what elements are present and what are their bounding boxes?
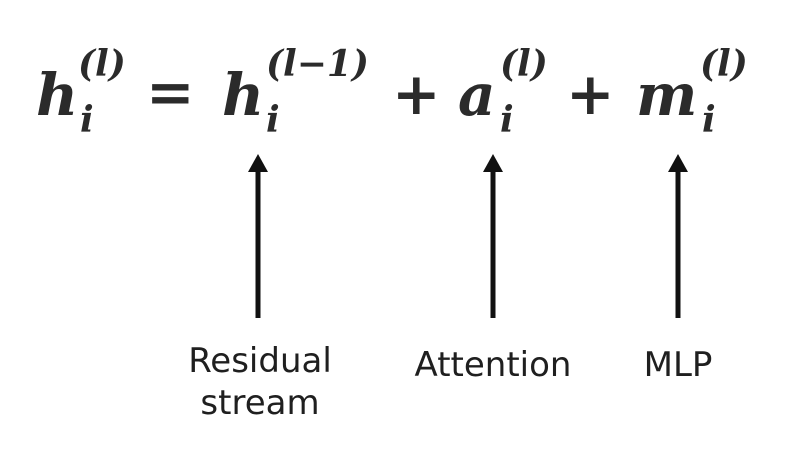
residual-stream-label: Residual stream bbox=[170, 340, 350, 424]
lhs-base: h bbox=[36, 61, 78, 129]
term3-base: m bbox=[636, 61, 697, 129]
equals-sign: = bbox=[146, 58, 195, 126]
residual-label-line2: stream bbox=[200, 383, 320, 423]
plus-sign-2: + bbox=[566, 60, 615, 128]
plus-sign-1: + bbox=[392, 60, 441, 128]
term2-superscript: (l) bbox=[500, 43, 548, 85]
term2-subscript: i bbox=[500, 99, 514, 141]
lhs-superscript: (l) bbox=[78, 43, 126, 85]
arrow-attention bbox=[483, 154, 503, 318]
term3-superscript: (l) bbox=[700, 43, 748, 85]
equation: h (l) i = h (l−1) i + a (l) i + m (l) i bbox=[36, 43, 748, 141]
term3-subscript: i bbox=[702, 99, 716, 141]
residual-label-line1: Residual bbox=[188, 341, 332, 381]
term1-superscript: (l−1) bbox=[266, 43, 369, 85]
arrow-mlp bbox=[668, 154, 688, 318]
arrow-residual bbox=[248, 154, 268, 318]
term1-subscript: i bbox=[266, 99, 280, 141]
term1-base: h bbox=[222, 61, 264, 129]
attention-label: Attention bbox=[414, 345, 572, 385]
lhs-subscript: i bbox=[80, 99, 94, 141]
term2-base: a bbox=[458, 61, 496, 129]
mlp-label: MLP bbox=[643, 345, 713, 385]
